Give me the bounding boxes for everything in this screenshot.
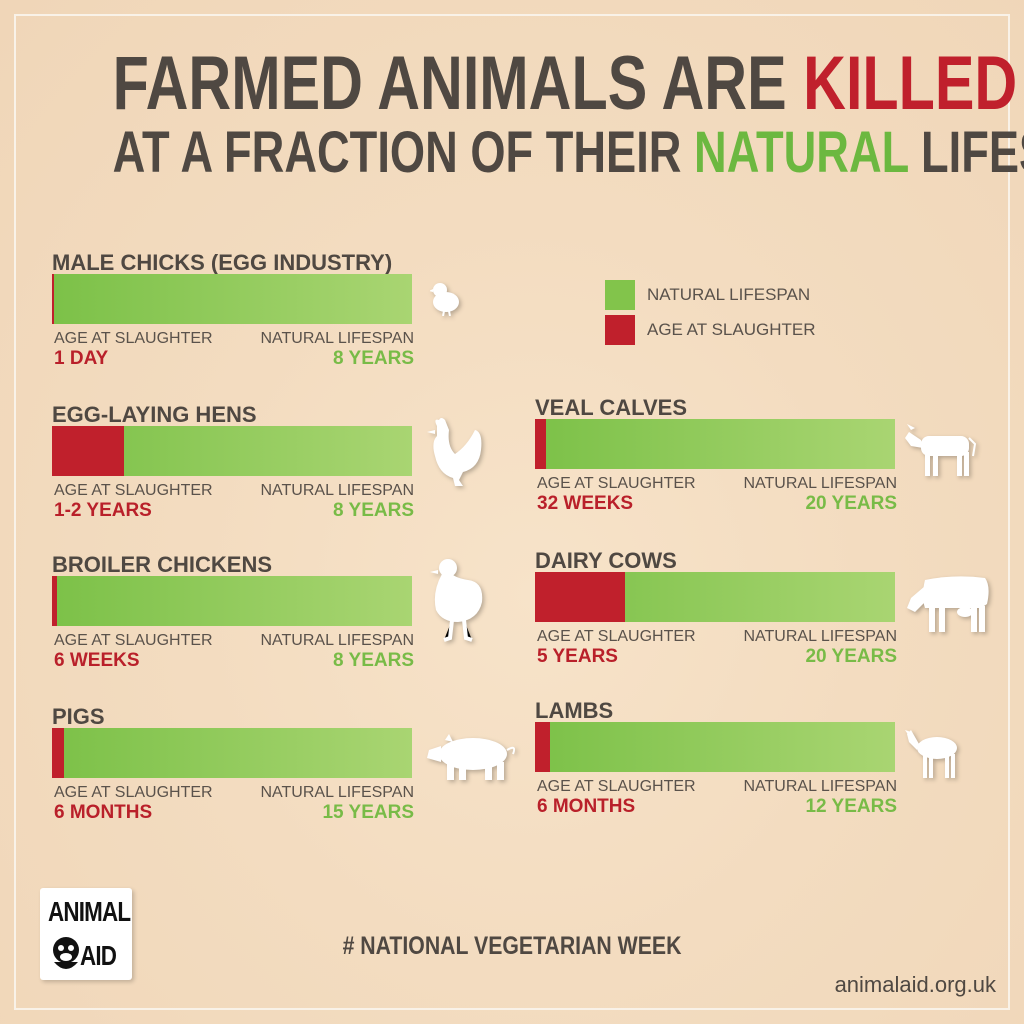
headline-killed: KILLED: [803, 41, 1018, 126]
logo-text-top: ANIMAL: [48, 896, 131, 927]
bar-age-at-slaughter: [535, 722, 550, 772]
panel-veal-calves: VEAL CALVES AGE AT SLAUGHTER NATURAL LIFES…: [535, 395, 897, 514]
age-at-slaughter-label: AGE AT SLAUGHTER: [537, 778, 696, 795]
slaughter-age-value: 1-2 YEARS: [54, 500, 152, 521]
natural-lifespan-label: NATURAL LIFESPAN: [260, 330, 414, 347]
bar-svg: [52, 426, 412, 476]
pig-icon: [423, 732, 519, 787]
age-at-slaughter-label: AGE AT SLAUGHTER: [54, 482, 213, 499]
bar-age-at-slaughter: [535, 419, 546, 469]
headline-line-1: FARMED ANIMALS ARE KILLED: [112, 41, 1018, 126]
panel-male-chicks-egg-industry: MALE CHICKS (EGG INDUSTRY) AGE AT SLAUGHT…: [52, 250, 414, 369]
bar-svg: [535, 722, 895, 772]
panel-dairy-cows: DAIRY COWS AGE AT SLAUGHTER NATURAL LIFESP…: [535, 548, 897, 667]
legend-slaughter-swatch: [605, 315, 635, 345]
age-at-slaughter-label: AGE AT SLAUGHTER: [537, 628, 696, 645]
natural-lifespan-label: NATURAL LIFESPAN: [743, 628, 897, 645]
age-at-slaughter-label: AGE AT SLAUGHTER: [54, 784, 213, 801]
natural-lifespan-value: 20 YEARS: [805, 493, 897, 514]
panel-egg-laying-hens: EGG-LAYING HENS AGE AT SLAUGHTER NATURAL L…: [52, 402, 414, 521]
bar-natural-lifespan: [52, 274, 412, 324]
bar: [535, 419, 895, 469]
lamb-icon: [905, 722, 961, 785]
legend-natural-label: NATURAL LIFESPAN: [647, 285, 811, 304]
natural-lifespan-label: NATURAL LIFESPAN: [260, 482, 414, 499]
legend-natural-swatch: [605, 280, 635, 310]
panel-title: VEAL CALVES: [535, 395, 687, 420]
panel-broiler-chickens: BROILER CHICKENS AGE AT SLAUGHTER NATURAL …: [52, 552, 414, 671]
natural-lifespan-label: NATURAL LIFESPAN: [260, 784, 414, 801]
slaughter-age-value: 32 WEEKS: [537, 493, 634, 514]
bar-svg: [535, 572, 895, 622]
age-at-slaughter-label: AGE AT SLAUGHTER: [54, 330, 213, 347]
natural-lifespan-value: 8 YEARS: [333, 650, 414, 671]
panel-pigs: PIGS AGE AT SLAUGHTER NATURAL LIFESPAN 6 MO…: [52, 704, 414, 823]
bar-age-at-slaughter: [52, 576, 57, 626]
bar: [52, 576, 412, 626]
panel-title: BROILER CHICKENS: [52, 552, 273, 577]
natural-lifespan-value: 8 YEARS: [333, 348, 414, 369]
slaughter-age-value: 6 WEEKS: [54, 650, 140, 671]
panel-title: MALE CHICKS (EGG INDUSTRY): [52, 250, 393, 275]
age-at-slaughter-label: AGE AT SLAUGHTER: [537, 475, 696, 492]
bar: [535, 722, 895, 772]
natural-lifespan-value: 12 YEARS: [805, 796, 897, 817]
bar-age-at-slaughter: [52, 274, 54, 324]
bar-age-at-slaughter: [52, 728, 64, 778]
hashtag: # NATIONAL VEGETARIAN WEEK: [342, 932, 682, 960]
natural-lifespan-label: NATURAL LIFESPAN: [260, 632, 414, 649]
bar-age-at-slaughter: [52, 426, 124, 476]
panel-title: LAMBS: [535, 698, 614, 723]
broiler-chicken-icon: [428, 558, 486, 647]
bar-age-at-slaughter: [535, 572, 625, 622]
bar-natural-lifespan: [52, 576, 412, 626]
slaughter-age-value: 6 MONTHS: [54, 802, 153, 823]
panel-title: DAIRY COWS: [535, 548, 677, 573]
legend-natural: NATURAL LIFESPAN: [605, 280, 810, 310]
natural-lifespan-value: 15 YEARS: [322, 802, 414, 823]
slaughter-age-value: 1 DAY: [54, 348, 109, 369]
age-at-slaughter-label: AGE AT SLAUGHTER: [54, 632, 213, 649]
natural-lifespan-label: NATURAL LIFESPAN: [743, 475, 897, 492]
bar-svg: [535, 419, 895, 469]
panel-lambs: LAMBS AGE AT SLAUGHTER NATURAL LIFESPAN 6 M…: [535, 698, 897, 817]
monkey-icon: [53, 937, 79, 969]
slaughter-age-value: 5 YEARS: [537, 646, 618, 667]
headline-line-2: AT A FRACTION OF THEIR NATURAL LIFESPANS: [112, 120, 1024, 185]
website-link[interactable]: animalaid.org.uk: [834, 972, 996, 997]
logo-text-bottom: AID: [80, 940, 117, 971]
bar-svg: [52, 576, 412, 626]
bar-natural-lifespan: [535, 722, 895, 772]
bar-natural-lifespan: [52, 728, 412, 778]
hen-icon: [425, 416, 485, 493]
legend-slaughter-label: AGE AT SLAUGHTER: [647, 320, 816, 339]
panel-title: EGG-LAYING HENS: [52, 402, 257, 427]
bar: [52, 728, 412, 778]
headline-prefix: FARMED ANIMALS ARE: [112, 41, 787, 126]
legend-slaughter: AGE AT SLAUGHTER: [605, 315, 815, 345]
natural-lifespan-value: 8 YEARS: [333, 500, 414, 521]
subhead-prefix: AT A FRACTION OF THEIR: [112, 120, 682, 185]
bar: [52, 274, 412, 324]
slaughter-age-value: 6 MONTHS: [537, 796, 636, 817]
bar: [52, 426, 412, 476]
subhead-suffix: LIFESPANS: [921, 120, 1024, 185]
natural-lifespan-label: NATURAL LIFESPAN: [743, 778, 897, 795]
panel-title: PIGS: [52, 704, 105, 729]
cow-icon: [905, 572, 991, 639]
chick-icon: [429, 280, 464, 321]
bar-svg: [52, 274, 412, 324]
bar-natural-lifespan: [535, 419, 895, 469]
subhead-natural: NATURAL: [694, 120, 909, 185]
natural-lifespan-value: 20 YEARS: [805, 646, 897, 667]
bar: [535, 572, 895, 622]
calf-icon: [905, 422, 979, 483]
bar-svg: [52, 728, 412, 778]
animal-aid-logo: ANIMAL AID: [40, 888, 132, 980]
